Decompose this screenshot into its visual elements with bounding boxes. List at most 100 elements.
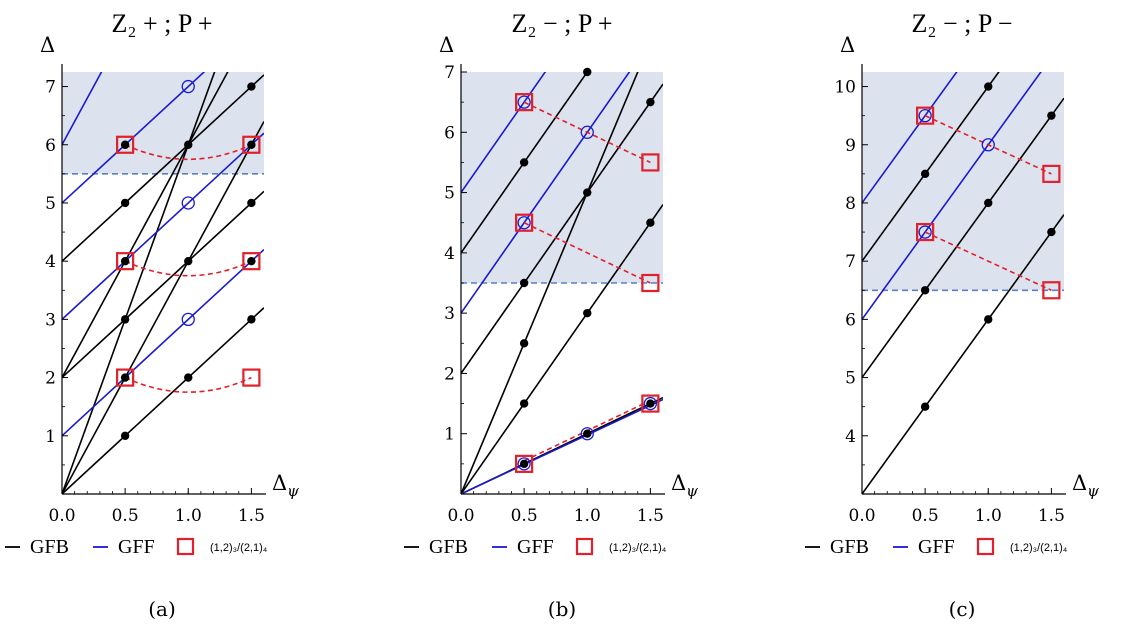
- gff-line: [461, 398, 663, 494]
- gfb-line: [862, 72, 1000, 262]
- x-tick-label: 1.0: [975, 506, 1002, 526]
- x-axis-label: Δψ: [671, 471, 698, 500]
- legend-square-label: (1,2)₃/(2,1)₄: [1010, 542, 1068, 554]
- gfb-point: [120, 140, 130, 149]
- x-axis-label: Δψ: [1072, 471, 1099, 500]
- legend-gff-label: GFF: [918, 536, 955, 558]
- y-tick-label: 7: [45, 78, 56, 98]
- square-marker: [641, 394, 660, 413]
- gfb-point: [519, 459, 529, 469]
- gff-line: [62, 72, 103, 146]
- square-marker: [1042, 164, 1061, 183]
- gfb-line: [862, 97, 1064, 379]
- legend-square-label: (1,2)₃/(2,1)₄: [210, 542, 268, 554]
- gfb-point: [646, 97, 655, 107]
- y-tick-label: 8: [845, 194, 856, 214]
- panel-label: (a): [148, 597, 176, 621]
- gff-point: [918, 109, 932, 123]
- x-tick-label: 0.5: [511, 506, 538, 526]
- gfb-line: [62, 74, 264, 262]
- chart-title: Z₂ − ; P −: [912, 9, 1013, 38]
- square-marker: [242, 368, 261, 387]
- legend-gff-label: GFF: [517, 536, 554, 558]
- chart-title: Z₂ + ; P +: [112, 9, 213, 38]
- plot-area: [862, 72, 1064, 494]
- gfb-line: [62, 190, 264, 379]
- gfb-line: [62, 72, 216, 494]
- gff-point: [517, 95, 531, 109]
- y-axis-label: Δ: [439, 33, 454, 57]
- legend-square-swatch: [575, 537, 594, 556]
- x-tick-label: 1.5: [238, 506, 265, 526]
- gfb-line: [62, 121, 264, 494]
- gff-point: [580, 125, 594, 139]
- square-marker: [641, 153, 660, 172]
- gff-line: [461, 72, 547, 194]
- square-marker: [515, 93, 534, 112]
- square-marker: [515, 213, 534, 232]
- x-axis-label: Δψ: [272, 471, 299, 500]
- y-tick-label: 3: [45, 310, 56, 330]
- y-tick-label: 4: [444, 244, 455, 264]
- dashed-curve: [924, 114, 1052, 175]
- y-axis-label: Δ: [840, 33, 855, 57]
- dashed-curve: [924, 231, 1052, 292]
- gff-line: [62, 248, 264, 437]
- gfb-point: [247, 315, 256, 324]
- gff-point: [517, 457, 531, 471]
- gfb-point: [120, 373, 130, 382]
- gfb-point: [583, 67, 592, 77]
- panel-1: 0.0 0.5 1.0 1.5 1 2 3 4 5 6 7 Δ Δψ Z₂ + ; P + GFB GFF (1…: [5, 9, 299, 621]
- gfb-line: [461, 83, 663, 374]
- plot-area: [461, 72, 663, 494]
- y-tick-label: 9: [845, 136, 856, 156]
- x-tick-label: 1.5: [1038, 506, 1065, 526]
- square-marker: [916, 222, 935, 242]
- dashed-curve: [124, 376, 252, 393]
- square-marker: [1042, 281, 1061, 300]
- x-tick-label: 0.0: [848, 506, 875, 526]
- gff-line: [862, 72, 1042, 320]
- gfb-point: [1047, 227, 1056, 237]
- y-tick-label: 6: [444, 123, 455, 143]
- shaded-region: [62, 72, 264, 174]
- x-tick-label: 1.0: [175, 506, 202, 526]
- square-marker: [641, 273, 660, 293]
- square-marker: [116, 368, 135, 387]
- gfb-point: [1047, 111, 1056, 120]
- y-tick-label: 2: [444, 364, 455, 384]
- dashed-curve: [124, 144, 252, 161]
- dashed-curve: [523, 101, 651, 164]
- gfb-point: [519, 278, 529, 288]
- x-tick-label: 0.5: [112, 506, 139, 526]
- shaded-region: [862, 72, 1064, 291]
- y-tick-label: 5: [45, 194, 56, 214]
- y-tick-label: 7: [444, 63, 455, 83]
- square-marker: [515, 454, 534, 473]
- square-marker: [242, 135, 261, 154]
- gff-point: [580, 427, 594, 441]
- plot-area: [62, 72, 264, 494]
- y-tick-label: 4: [845, 427, 856, 447]
- x-tick-label: 0.0: [447, 506, 474, 526]
- gfb-line: [461, 72, 589, 254]
- y-tick-label: 1: [45, 427, 56, 447]
- y-tick-label: 10: [834, 78, 856, 98]
- gfb-line: [62, 307, 264, 494]
- y-axis-label: Δ: [40, 33, 55, 57]
- gfb-line: [62, 72, 229, 378]
- square-marker: [242, 252, 261, 271]
- y-tick-label: 4: [45, 252, 56, 272]
- gfb-point: [120, 431, 130, 440]
- legend-gfb-label: GFB: [429, 536, 468, 558]
- legend-gfb-label: GFB: [830, 536, 869, 558]
- gfb-point: [247, 82, 256, 91]
- gfb-point: [247, 198, 256, 208]
- gff-point: [918, 225, 932, 239]
- legend-square-swatch: [176, 537, 195, 556]
- gfb-point: [184, 140, 193, 149]
- gfb-point: [984, 82, 993, 91]
- gff-point: [981, 138, 995, 152]
- gfb-point: [920, 402, 930, 411]
